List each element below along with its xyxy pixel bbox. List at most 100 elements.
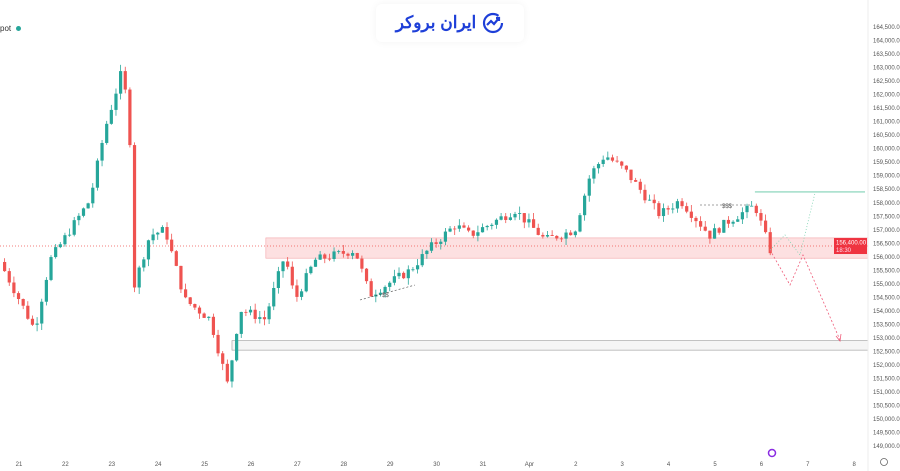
candle xyxy=(624,165,628,173)
candle xyxy=(564,228,568,246)
candle xyxy=(471,230,475,239)
price-tick-label: 158,500.00 xyxy=(873,187,900,193)
candle xyxy=(202,312,206,318)
candle-body xyxy=(476,232,480,236)
candle xyxy=(244,309,248,317)
event-marker-icon[interactable] xyxy=(767,448,777,458)
candle xyxy=(629,169,633,184)
candle-body xyxy=(429,242,434,251)
candle xyxy=(527,213,531,228)
candle-body xyxy=(40,301,44,324)
candle xyxy=(346,252,350,260)
candle xyxy=(541,232,545,239)
candle xyxy=(100,140,104,167)
candle-body xyxy=(722,219,726,233)
candle-body xyxy=(286,261,290,267)
candle xyxy=(123,66,127,94)
candle xyxy=(114,88,118,116)
candle-body xyxy=(12,282,16,294)
candle-body xyxy=(7,271,11,283)
candle-body xyxy=(504,216,508,220)
time-tick-label: 6 xyxy=(760,462,764,468)
candle xyxy=(12,276,16,298)
candle-body xyxy=(536,227,540,235)
candle-body xyxy=(643,189,647,201)
candle xyxy=(188,296,192,306)
candle-body xyxy=(420,254,424,266)
candle-body xyxy=(485,225,489,228)
candle-body xyxy=(221,353,225,364)
candle xyxy=(197,305,202,319)
candle-body xyxy=(211,316,216,335)
candle-body xyxy=(304,273,308,292)
candle-body xyxy=(174,251,178,266)
candle xyxy=(276,266,280,294)
trend-logo-icon xyxy=(483,12,504,34)
candle-body xyxy=(541,234,545,237)
candle-body xyxy=(768,232,772,254)
candle xyxy=(462,222,466,229)
candle-body xyxy=(559,238,564,240)
candle-body xyxy=(583,195,587,216)
candle xyxy=(671,203,675,214)
candle-body xyxy=(592,168,596,179)
candle xyxy=(128,87,132,148)
candle-body xyxy=(740,212,744,220)
candle-body xyxy=(462,225,466,228)
candle-body xyxy=(731,221,735,224)
candle-body xyxy=(114,93,118,110)
candle-body xyxy=(606,157,610,160)
candle xyxy=(754,203,758,217)
candle-body xyxy=(119,71,123,94)
candle xyxy=(81,207,86,218)
candle xyxy=(40,298,44,330)
candle-body xyxy=(95,160,100,188)
time-tick-label: 3 xyxy=(621,462,625,468)
candle-body xyxy=(647,199,652,201)
candle xyxy=(211,313,216,338)
candle-body xyxy=(272,287,276,307)
candle-body xyxy=(694,217,698,222)
time-tick-label: 8 xyxy=(853,462,857,468)
candle-body xyxy=(494,219,499,225)
candle xyxy=(318,250,322,260)
price-tick-label: 164,500.00 xyxy=(873,25,900,31)
candle-body xyxy=(383,286,387,293)
candle-body xyxy=(105,123,109,143)
candle xyxy=(420,249,424,268)
candle xyxy=(657,201,661,219)
price-tick-label: 152,500.00 xyxy=(873,349,900,355)
candle-body xyxy=(763,220,768,233)
candle-body xyxy=(634,180,638,182)
candle xyxy=(504,213,508,224)
time-tick-label: 26 xyxy=(248,462,255,468)
candle-body xyxy=(397,272,401,277)
candle xyxy=(146,239,151,267)
candle-body xyxy=(531,219,536,228)
candle xyxy=(508,213,512,221)
candle-body xyxy=(480,227,485,233)
candle xyxy=(16,291,21,305)
bullish-projection xyxy=(769,192,816,256)
chart-settings-icon[interactable] xyxy=(880,458,888,466)
candle xyxy=(439,239,443,250)
candle xyxy=(95,158,100,191)
candle xyxy=(759,209,763,226)
candle xyxy=(44,277,48,306)
candle xyxy=(286,257,290,270)
candle-body xyxy=(448,228,452,232)
candle-body xyxy=(457,225,461,229)
candle xyxy=(225,359,229,384)
candle xyxy=(411,266,415,272)
candle-body xyxy=(555,235,559,239)
candle xyxy=(587,175,591,202)
candle xyxy=(91,183,95,208)
candle xyxy=(573,230,577,238)
candle-body xyxy=(179,265,183,290)
candle xyxy=(615,155,619,163)
candle xyxy=(722,219,726,233)
candle-body xyxy=(16,293,21,300)
price-tick-label: 156,500.00 xyxy=(873,241,900,247)
countdown-label: 18:30 xyxy=(836,248,852,254)
